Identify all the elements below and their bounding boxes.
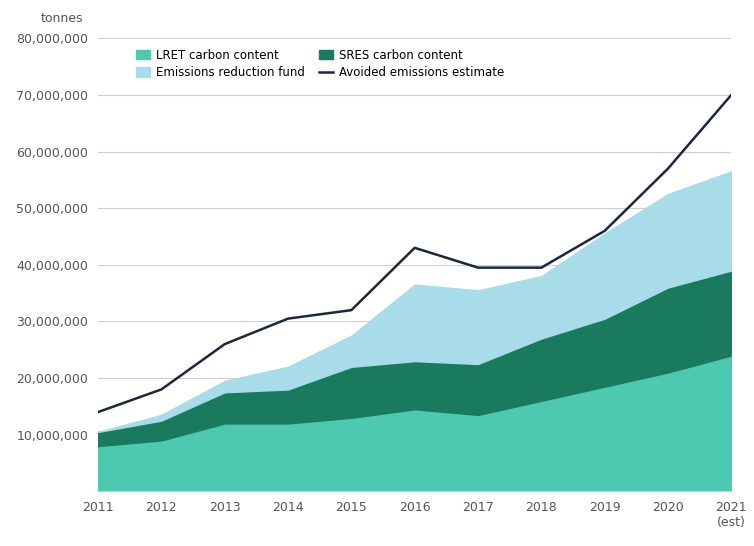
Avoided emissions estimate: [157, 386, 166, 393]
Avoided emissions estimate: [537, 264, 546, 271]
Avoided emissions estimate: [474, 264, 483, 271]
Avoided emissions estimate: [600, 228, 609, 234]
Avoided emissions estimate: [347, 307, 356, 313]
Avoided emissions estimate: [220, 341, 229, 347]
Text: tonnes: tonnes: [41, 11, 84, 25]
Avoided emissions estimate: [410, 245, 419, 251]
Avoided emissions estimate: [727, 92, 736, 98]
Avoided emissions estimate: [664, 165, 673, 172]
Line: Avoided emissions estimate: Avoided emissions estimate: [98, 95, 731, 412]
Legend: LRET carbon content, Emissions reduction fund, SRES carbon content, Avoided emis: LRET carbon content, Emissions reduction…: [136, 49, 504, 79]
Avoided emissions estimate: [93, 409, 103, 416]
Avoided emissions estimate: [284, 316, 293, 322]
